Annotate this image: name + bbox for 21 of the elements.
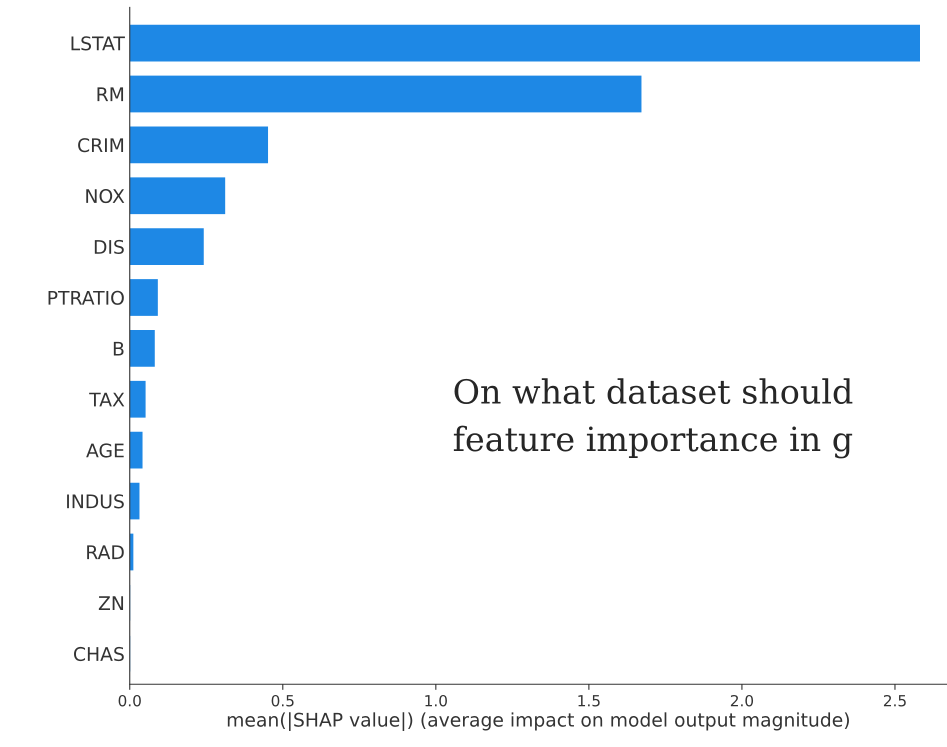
y-tick-label: B: [114, 342, 124, 356]
y-tick-label: RM: [98, 87, 124, 102]
y-tick-label: PTRATIO: [48, 290, 124, 305]
y-tick-label: LSTAT: [72, 36, 125, 50]
y-tick-label: TAX: [89, 392, 124, 406]
y-tick-label: CHAS: [74, 646, 124, 662]
x-tick-label: 0.5: [272, 694, 294, 706]
y-tick-label: CRIM: [78, 138, 124, 152]
y-tick-label: AGE: [86, 443, 124, 458]
x-axis-title: mean(|SHAP value|) (average impact on model output magnitude): [228, 712, 849, 731]
y-tick-label: ZN: [98, 596, 124, 610]
x-tick-label: 1.0: [425, 694, 447, 706]
x-tick-label: 2.5: [884, 694, 906, 706]
y-tick-label: RAD: [87, 545, 124, 560]
y-tick-label: NOX: [86, 188, 124, 204]
x-tick-label: 1.5: [578, 695, 600, 706]
annotation: On what dataset should feature importance in g: [454, 378, 852, 458]
y-tick-label: INDUS: [67, 494, 124, 508]
x-tick-label: 0.0: [118, 694, 141, 706]
x-tick-label: 2.0: [730, 694, 754, 706]
y-tick-label: DIS: [94, 240, 124, 254]
